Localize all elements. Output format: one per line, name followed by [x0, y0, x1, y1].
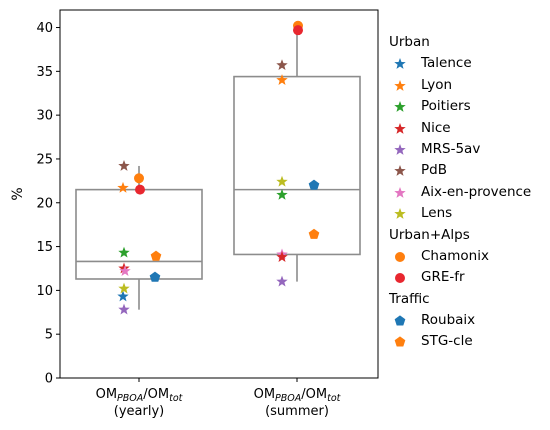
legend-label: Aix-en-provence [421, 183, 532, 200]
point-mrs-5av-yearly [118, 303, 130, 315]
point-gre-fr-summer [293, 25, 303, 36]
point-mrs-5av-summer [276, 275, 288, 287]
point-pdb-summer [276, 59, 288, 71]
legend-label: Roubaix [421, 312, 476, 329]
legend-marker [394, 58, 406, 70]
box-plots [75, 25, 361, 310]
legend-item-lyon: Lyon [383, 75, 549, 96]
point-aix-en-provence-yearly [119, 265, 131, 276]
legend-item-gre-fr: GRE-fr [383, 267, 549, 288]
y-axis-label: % [10, 187, 26, 200]
point-gre-fr-yearly [135, 184, 145, 195]
point-lens-summer [276, 175, 288, 187]
point-pdb-yearly [118, 159, 130, 171]
legend-item-nice: Nice [383, 118, 549, 139]
legend-label: Poitiers [421, 98, 471, 115]
x-axis: OMPBOA/OMtot(yearly)OMPBOA/OMtot(summer) [96, 378, 342, 419]
legend-label: Lyon [421, 76, 453, 93]
point-stg-cle-summer [308, 228, 320, 239]
star-marker-icon [394, 58, 406, 70]
legend-label: PdB [421, 162, 447, 179]
y-tick-label: 25 [36, 152, 53, 167]
legend-item-aix-en-provence: Aix-en-provence [383, 182, 549, 203]
legend-marker [394, 208, 406, 219]
legend-marker [394, 79, 406, 91]
pentagon-marker-icon [394, 315, 406, 326]
x-tick-label: OMPBOA/OMtot [254, 387, 342, 404]
star-marker-icon [394, 101, 406, 113]
y-tick-label: 5 [45, 328, 53, 343]
legend-marker [395, 251, 405, 262]
y-axis: 0 5 10 15 20 25 30 35 40 [36, 21, 60, 387]
star-marker-icon [394, 186, 406, 198]
point-poitiers-yearly [118, 246, 130, 258]
legend-marker [394, 122, 406, 134]
data-points [117, 20, 320, 315]
x-tick-label: OMPBOA/OMtot [96, 387, 184, 404]
legend-marker [395, 273, 405, 284]
x-tick-sublabel: (summer) [265, 404, 329, 419]
y-tick-label: 15 [36, 240, 53, 255]
legend-label: Lens [421, 205, 453, 222]
pentagon-marker-icon [394, 336, 406, 347]
star-marker-icon [394, 79, 406, 91]
legend-marker [394, 165, 406, 177]
legend-group-title: Urban [389, 34, 430, 50]
legend-item-lens: Lens [383, 203, 549, 224]
legend-label: Chamonix [421, 247, 489, 264]
y-tick-label: 30 [36, 109, 53, 124]
point-roubaix-yearly [149, 271, 161, 282]
y-tick-label: 35 [36, 65, 53, 80]
legend-label: MRS-5av [421, 140, 481, 157]
legend-item-talence: Talence [383, 53, 549, 74]
point-stg-cle-yearly [150, 250, 162, 261]
box [233, 75, 361, 256]
legend-item-poitiers: Poitiers [383, 96, 549, 117]
y-tick-label: 10 [36, 284, 53, 299]
legend: Urban Talence Lyon Poitiers Nice MRS-5av PdB Ai… [383, 32, 549, 353]
point-roubaix-summer [308, 179, 320, 190]
point-lyon-summer [276, 74, 288, 85]
point-lyon-yearly [117, 181, 129, 193]
y-tick-label: 0 [45, 372, 53, 387]
star-marker-icon [394, 122, 406, 134]
legend-label: Talence [421, 55, 472, 72]
legend-marker [394, 336, 406, 347]
legend-item-chamonix: Chamonix [383, 246, 549, 267]
point-talence-yearly [117, 290, 129, 302]
legend-marker [394, 315, 406, 326]
legend-label: GRE-fr [421, 269, 465, 286]
legend-marker [394, 101, 406, 113]
star-marker-icon [394, 143, 406, 155]
legend-marker [394, 143, 406, 155]
box [75, 188, 203, 280]
axes-frame [59, 9, 379, 379]
point-lens-yearly [118, 282, 130, 294]
legend-item-pdb: PdB [383, 160, 549, 181]
legend-group-title: Traffic [389, 290, 430, 307]
legend-label: STG-cle [421, 333, 473, 350]
star-marker-icon [394, 165, 406, 177]
point-nice-summer [276, 251, 288, 262]
legend-item-roubaix: Roubaix [383, 310, 549, 331]
circle-marker-icon [395, 251, 405, 262]
legend-item-stg-cle: STG-cle [383, 331, 549, 352]
legend-group-title: Urban+Alps [389, 226, 470, 243]
y-tick-label: 40 [36, 21, 53, 36]
y-tick-label: 20 [36, 196, 53, 211]
legend-marker [394, 186, 406, 198]
point-chamonix-yearly [134, 173, 144, 184]
legend-item-mrs-5av: MRS-5av [383, 139, 549, 160]
star-marker-icon [394, 208, 406, 219]
legend-label: Nice [421, 119, 451, 136]
circle-marker-icon [395, 273, 405, 284]
x-tick-sublabel: (yearly) [114, 404, 164, 419]
point-poitiers-summer [276, 188, 288, 200]
